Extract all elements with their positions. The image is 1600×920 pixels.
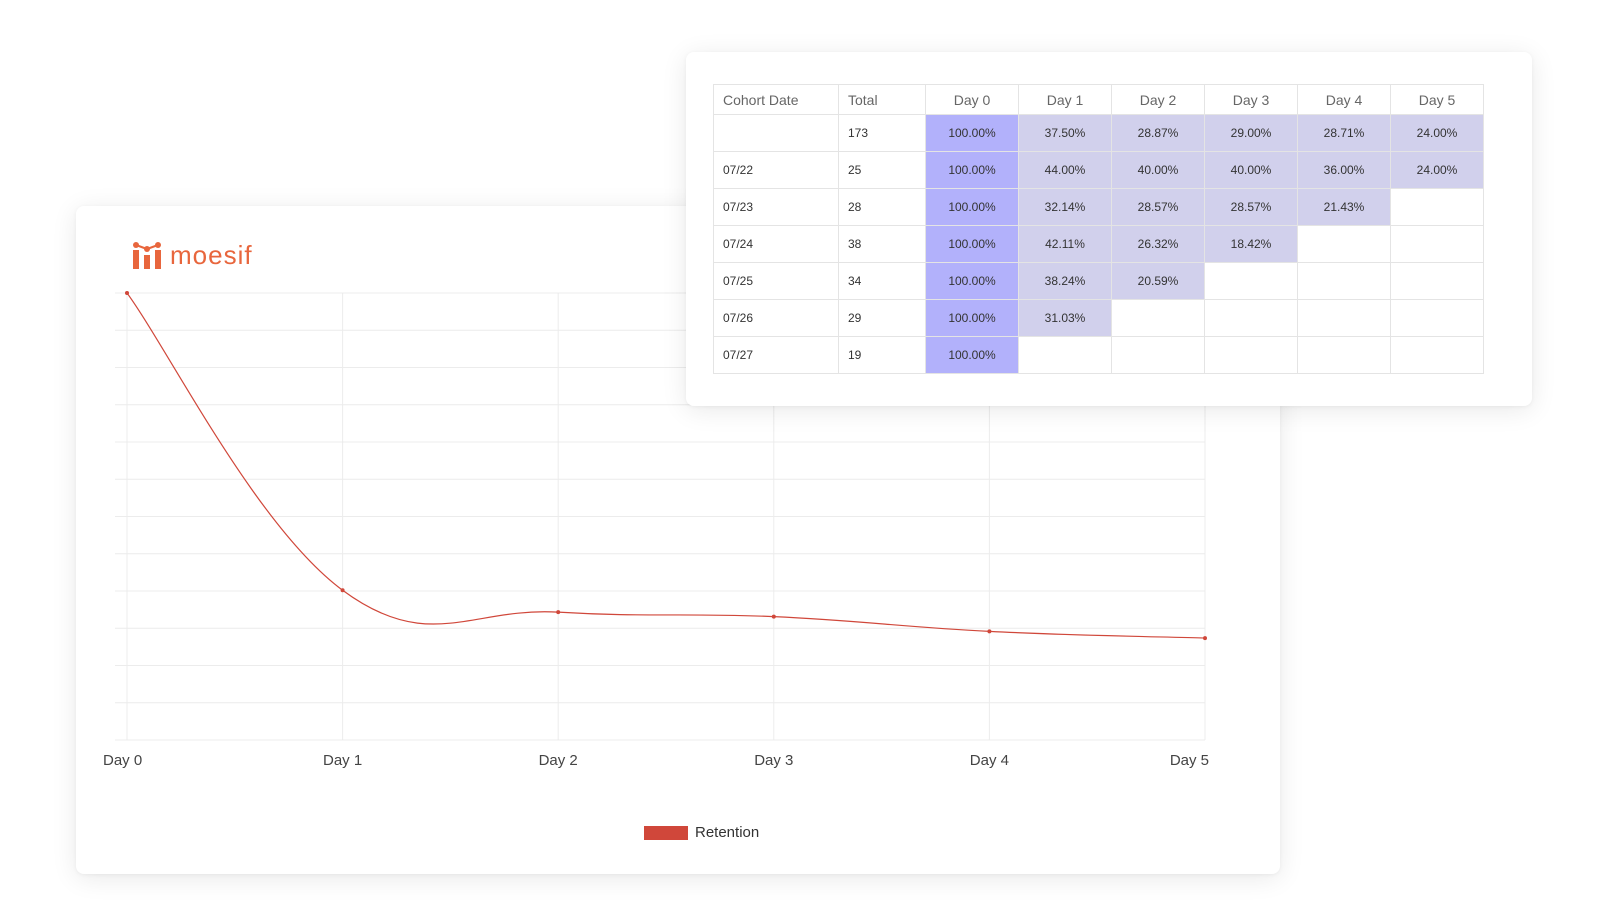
table-row: 07/23 28 100.00% 32.14% 28.57% 28.57% 21.43% [713, 188, 1484, 226]
cell-total: 29 [838, 299, 926, 337]
cell-retention-day-5 [1390, 336, 1484, 374]
cell-retention-day-0: 100.00% [925, 336, 1019, 374]
cell-retention-day-0: 100.00% [925, 262, 1019, 300]
cell-retention-day-0: 100.00% [925, 225, 1019, 263]
table-row: 07/27 19 100.00% [713, 336, 1484, 374]
cell-total: 25 [838, 151, 926, 189]
cell-retention-day-5: 24.00% [1390, 151, 1484, 189]
table-row: 07/24 38 100.00% 42.11% 26.32% 18.42% [713, 225, 1484, 263]
moesif-logo: moesif [132, 240, 253, 270]
cell-retention-day-2: 26.32% [1111, 225, 1205, 263]
legend-swatch [644, 825, 688, 840]
cohort-table-card: Cohort Date Total Day 0 Day 1 Day 2 Day … [686, 52, 1532, 406]
cell-retention-day-5: 24.00% [1390, 114, 1484, 152]
cell-retention-day-5 [1390, 262, 1484, 300]
col-header-total: Total [838, 84, 926, 115]
col-header-cohort-date: Cohort Date [713, 84, 839, 115]
cell-retention-day-1: 32.14% [1018, 188, 1112, 226]
cell-retention-day-3: 28.57% [1204, 188, 1298, 226]
cell-retention-day-4 [1297, 225, 1391, 263]
moesif-logo-icon [133, 242, 161, 269]
logo-wordmark: moesif [170, 240, 253, 270]
table-row: 173 100.00% 37.50% 28.87% 29.00% 28.71% 24.00% [713, 114, 1484, 152]
x-tick-label: Day 4 [970, 752, 1009, 769]
cell-retention-day-4 [1297, 262, 1391, 300]
col-header-day-4: Day 4 [1297, 84, 1391, 115]
cell-retention-day-1: 38.24% [1018, 262, 1112, 300]
x-tick-label: Day 5 [1170, 752, 1209, 769]
cell-cohort-date: 07/24 [713, 225, 839, 263]
cell-retention-day-1 [1018, 336, 1112, 374]
cell-retention-day-2: 28.87% [1111, 114, 1205, 152]
cell-retention-day-3 [1204, 299, 1298, 337]
cell-retention-day-1: 37.50% [1018, 114, 1112, 152]
table-header-row: Cohort Date Total Day 0 Day 1 Day 2 Day … [713, 84, 1484, 115]
cell-cohort-date: 07/26 [713, 299, 839, 337]
cell-retention-day-1: 42.11% [1018, 225, 1112, 263]
cell-retention-day-2: 20.59% [1111, 262, 1205, 300]
cell-retention-day-0: 100.00% [925, 188, 1019, 226]
cell-retention-day-3 [1204, 262, 1298, 300]
col-header-day-1: Day 1 [1018, 84, 1112, 115]
cell-cohort-date: 07/22 [713, 151, 839, 189]
col-header-day-5: Day 5 [1390, 84, 1484, 115]
chart-legend[interactable]: Retention [644, 824, 759, 841]
cell-retention-day-4: 28.71% [1297, 114, 1391, 152]
legend-label: Retention [695, 824, 760, 841]
x-axis-ticks: Day 0 Day 1 Day 2 Day 3 Day 4 Day 5 [103, 752, 1209, 769]
data-point[interactable] [1203, 636, 1207, 641]
col-header-day-2: Day 2 [1111, 84, 1205, 115]
cell-retention-day-2 [1111, 299, 1205, 337]
retention-series-line [126, 292, 1206, 639]
cell-retention-day-3: 18.42% [1204, 225, 1298, 263]
cell-total: 28 [838, 188, 926, 226]
col-header-day-3: Day 3 [1204, 84, 1298, 115]
cell-retention-day-2 [1111, 336, 1205, 374]
data-point[interactable] [556, 610, 561, 615]
cell-retention-day-3: 40.00% [1204, 151, 1298, 189]
cell-retention-day-5 [1390, 225, 1484, 263]
chart-series [125, 291, 1207, 641]
cell-retention-day-5 [1390, 188, 1484, 226]
x-tick-label: Day 2 [539, 752, 578, 769]
cell-cohort-date: 07/25 [713, 262, 839, 300]
data-point[interactable] [340, 588, 345, 593]
cell-total: 173 [838, 114, 926, 152]
data-point[interactable] [125, 291, 129, 295]
table-row: 07/22 25 100.00% 44.00% 40.00% 40.00% 36.00% 24… [713, 151, 1484, 189]
cell-retention-day-4 [1297, 299, 1391, 337]
cell-total: 38 [838, 225, 926, 263]
cohort-table: Cohort Date Total Day 0 Day 1 Day 2 Day … [713, 84, 1484, 374]
cell-retention-day-1: 44.00% [1018, 151, 1112, 189]
cell-retention-day-4: 36.00% [1297, 151, 1391, 189]
cell-retention-day-0: 100.00% [925, 151, 1019, 189]
data-point[interactable] [771, 614, 776, 619]
cell-retention-day-3: 29.00% [1204, 114, 1298, 152]
data-point[interactable] [987, 629, 992, 634]
cell-retention-day-2: 40.00% [1111, 151, 1205, 189]
cell-retention-day-2: 28.57% [1111, 188, 1205, 226]
cell-retention-day-0: 100.00% [925, 114, 1019, 152]
cell-retention-day-0: 100.00% [925, 299, 1019, 337]
cell-retention-day-1: 31.03% [1018, 299, 1112, 337]
x-tick-label: Day 0 [103, 752, 142, 769]
table-row: 07/25 34 100.00% 38.24% 20.59% [713, 262, 1484, 300]
cell-total: 34 [838, 262, 926, 300]
cell-retention-day-4: 21.43% [1297, 188, 1391, 226]
cell-retention-day-5 [1390, 299, 1484, 337]
x-tick-label: Day 3 [754, 752, 793, 769]
cell-retention-day-3 [1204, 336, 1298, 374]
cohort-table-body: 173 100.00% 37.50% 28.87% 29.00% 28.71% 24.00%… [713, 114, 1484, 374]
cell-cohort-date: 07/23 [713, 188, 839, 226]
table-row: 07/26 29 100.00% 31.03% [713, 299, 1484, 337]
cell-total: 19 [838, 336, 926, 374]
x-tick-label: Day 1 [323, 752, 362, 769]
cell-cohort-date [713, 114, 839, 152]
cell-cohort-date: 07/27 [713, 336, 839, 374]
cell-retention-day-4 [1297, 336, 1391, 374]
col-header-day-0: Day 0 [925, 84, 1019, 115]
